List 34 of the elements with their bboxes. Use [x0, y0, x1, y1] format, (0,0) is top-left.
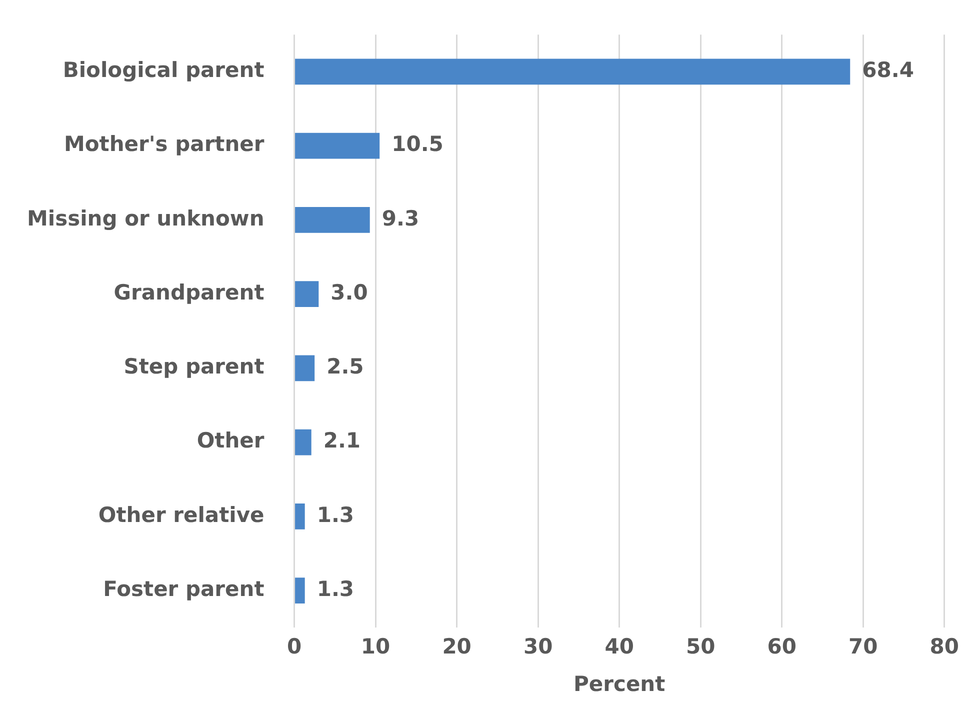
bar: [295, 503, 305, 530]
y-tick-label: Foster parent: [103, 576, 264, 601]
data-label: 68.4: [862, 58, 914, 82]
x-tick-label: 40: [604, 634, 634, 659]
data-label: 2.5: [326, 354, 364, 379]
y-tick-label: Other relative: [98, 502, 264, 527]
bar: [295, 281, 319, 308]
bar: [295, 429, 312, 456]
y-tick-label: Grandparent: [114, 280, 264, 304]
x-tick-label: 20: [442, 634, 472, 659]
x-tick-label: 60: [767, 634, 796, 659]
data-label: 10.5: [392, 132, 444, 156]
y-tick-label: Step parent: [124, 354, 264, 379]
x-tick-label: 10: [360, 634, 390, 659]
x-axis-title: Percent: [573, 672, 666, 696]
bar: [295, 58, 850, 85]
y-tick-label: Missing or unknown: [26, 206, 264, 230]
y-tick-label: Other: [196, 428, 265, 453]
x-tick-label: 0: [286, 634, 302, 659]
x-tick-label: 70: [848, 634, 878, 659]
y-tick-label: Mother's partner: [64, 132, 265, 156]
bar: [295, 355, 315, 382]
x-tick-label: 30: [523, 634, 553, 659]
data-label: 9.3: [382, 206, 420, 230]
bar: [295, 206, 370, 233]
bar: [295, 132, 380, 159]
data-label: 1.3: [316, 502, 354, 527]
x-tick-label: 50: [686, 634, 716, 659]
bar: [295, 578, 305, 604]
data-label: 2.1: [323, 428, 361, 453]
x-tick-label: 80: [930, 634, 960, 659]
data-label: 1.3: [316, 576, 354, 601]
y-tick-label: Biological parent: [62, 58, 264, 82]
data-label: 3.0: [330, 280, 368, 304]
